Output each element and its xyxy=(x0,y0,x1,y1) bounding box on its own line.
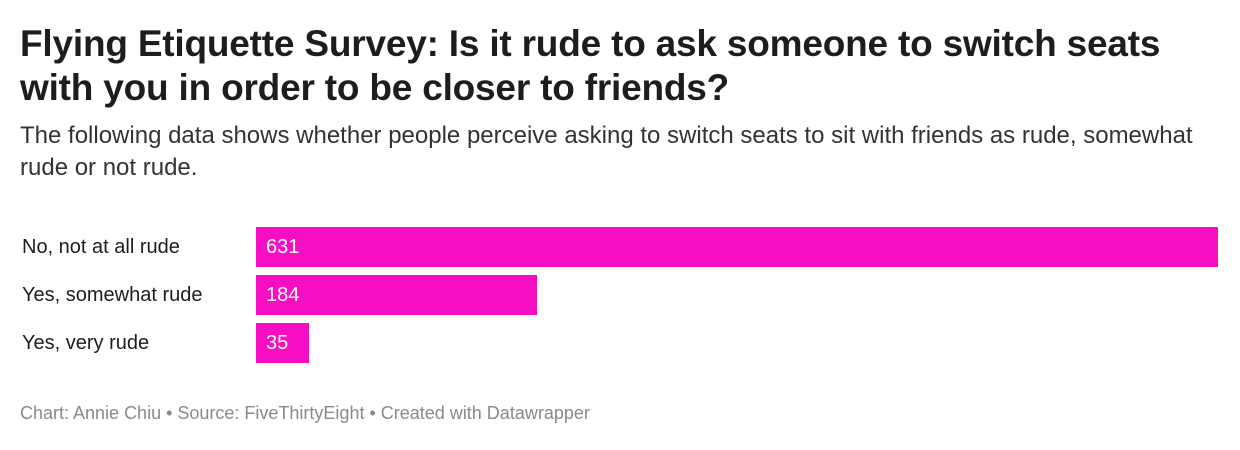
chart-subtitle: The following data shows whether people … xyxy=(20,122,1193,181)
chart-title: Flying Etiquette Survey: Is it rude to a… xyxy=(20,23,1161,108)
bar-row: Yes, somewhat rude 184 xyxy=(20,275,1220,315)
bar-label: No, not at all rude xyxy=(22,236,180,258)
bar xyxy=(256,227,1218,267)
chart-container: Flying Etiquette Survey: Is it rude to a… xyxy=(20,22,1220,363)
bar xyxy=(256,323,309,363)
chart-footer: Chart: Annie Chiu • Source: FiveThirtyEi… xyxy=(20,403,590,423)
bar-label: Yes, very rude xyxy=(22,332,150,354)
bar-row: No, not at all rude 631 xyxy=(20,227,1220,267)
bar-value-label: 184 xyxy=(266,284,300,306)
bar-row: Yes, very rude 35 xyxy=(20,323,1220,363)
bar-value-label: 35 xyxy=(266,332,289,354)
bar-value-label: 631 xyxy=(266,236,300,258)
bar-label: Yes, somewhat rude xyxy=(22,284,203,306)
bar xyxy=(256,275,537,315)
